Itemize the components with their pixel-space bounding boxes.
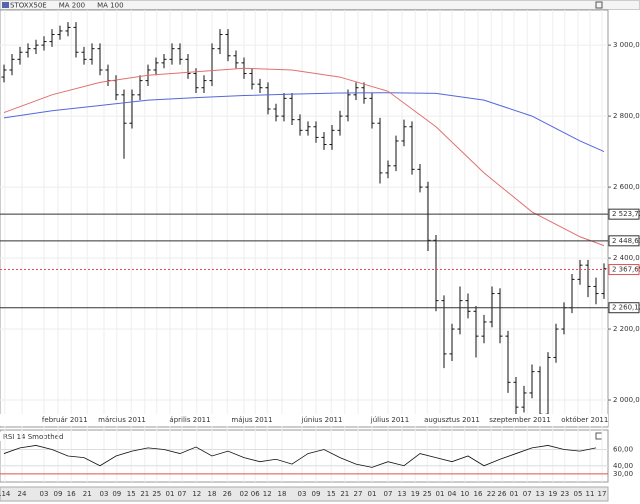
x-tick-label: 01 xyxy=(166,490,175,498)
month-label: május 2011 xyxy=(231,416,272,424)
y-tick-label: 2 800,00 xyxy=(613,112,640,120)
month-label: június 2011 xyxy=(301,416,343,424)
level-label: 2 260,12 xyxy=(612,304,640,312)
x-tick-label: 21 xyxy=(140,490,149,498)
month-label: március 2011 xyxy=(98,416,146,424)
ma-line xyxy=(3,92,605,153)
y-tick-label: 3 000,00 xyxy=(613,41,640,49)
ma-line xyxy=(3,67,605,247)
y-tick-label: 2 600,00 xyxy=(613,183,640,191)
x-tick-label: 22 xyxy=(487,490,496,498)
x-tick-label: 12 xyxy=(192,490,201,498)
x-tick-label: 07 xyxy=(384,490,393,498)
y-tick-label: 2 400,00 xyxy=(613,254,640,262)
x-tick-label: 25 xyxy=(423,490,432,498)
rsi-tick-label: 40,00 xyxy=(613,462,633,470)
rsi-tick-label: 60,00 xyxy=(613,446,633,454)
x-tick-label: 09 xyxy=(312,490,321,498)
x-tick-label: 03 xyxy=(100,490,109,498)
level-label-box xyxy=(608,302,640,314)
x-tick-label: 26 xyxy=(223,490,232,498)
x-tick-label: 15 xyxy=(327,490,336,498)
x-tick-label: 17 xyxy=(598,490,607,498)
month-label: szeptember 2011 xyxy=(489,416,551,424)
x-tick-label: 27 xyxy=(354,490,363,498)
level-label: 2 367,65 xyxy=(612,266,640,274)
x-tick-label: 18 xyxy=(278,490,287,498)
level-label-box xyxy=(608,208,640,220)
x-tick-label: 01 xyxy=(436,490,445,498)
x-tick-label: 07 xyxy=(178,490,187,498)
rsi-tick-label: 30,00 xyxy=(613,470,633,478)
x-tick-label: 18 xyxy=(208,490,217,498)
level-label: 2 448,61 xyxy=(612,237,640,245)
level-label: 2 523,72 xyxy=(612,210,640,218)
x-tick-label: 10 xyxy=(460,490,469,498)
legend-entry: MA 100 xyxy=(97,2,123,10)
x-tick-label: 05 xyxy=(574,490,583,498)
series-icon[interactable] xyxy=(2,2,9,8)
month-label: október 2011 xyxy=(561,416,608,424)
x-tick-label: 16 xyxy=(474,490,483,498)
x-tick-label: .14 xyxy=(0,490,11,498)
x-tick-label: 21 xyxy=(83,490,92,498)
x-tick-label: 06 xyxy=(251,490,260,498)
month-label: április 2011 xyxy=(169,416,210,424)
date-band xyxy=(0,486,609,502)
x-tick-label: 04 xyxy=(448,490,457,498)
legend-entry: MA 200 xyxy=(59,2,85,10)
x-tick-label: 25 xyxy=(152,490,161,498)
rsi-title-box xyxy=(0,432,60,441)
x-tick-label: 15 xyxy=(127,490,136,498)
month-label: február 2011 xyxy=(42,416,88,424)
x-tick-label: 03 xyxy=(40,490,49,498)
rsi-frame xyxy=(0,429,609,483)
x-tick-label: 07 xyxy=(523,490,532,498)
x-tick-label: 09 xyxy=(54,490,63,498)
x-tick-label: 13 xyxy=(536,490,545,498)
x-tick-label: 16 xyxy=(67,490,76,498)
x-tick-label: 02 xyxy=(240,490,249,498)
level-label-box xyxy=(608,235,640,247)
x-tick-label: 24 xyxy=(18,490,27,498)
y-tick-label: 2 200,00 xyxy=(613,325,640,333)
x-tick-label: 21 xyxy=(340,490,349,498)
x-tick-label: 13 xyxy=(398,490,407,498)
legend-entry: STOXX50E xyxy=(10,2,47,10)
rsi-line xyxy=(3,445,597,468)
x-tick-label: 11 xyxy=(586,490,595,498)
x-tick-label: 09 xyxy=(112,490,121,498)
x-tick-label: 01 xyxy=(510,490,519,498)
x-tick-label: 23 xyxy=(560,490,569,498)
month-label: július 2011 xyxy=(370,416,409,424)
x-tick-label: 03 xyxy=(298,490,307,498)
x-tick-label: 19 xyxy=(411,490,420,498)
rsi-title: RSI 14 Smoothed xyxy=(3,433,64,441)
level-label-box xyxy=(608,264,640,276)
window-button[interactable] xyxy=(595,1,603,9)
month-label: augusztus 2011 xyxy=(424,416,480,424)
plot-frame xyxy=(0,9,609,428)
month-band xyxy=(0,414,608,426)
x-tick-label: 19 xyxy=(548,490,557,498)
y-tick-label: 2 000,00 xyxy=(613,396,640,404)
x-tick-label: 12 xyxy=(263,490,272,498)
x-tick-label: 01 xyxy=(368,490,377,498)
x-tick-label: 26 xyxy=(498,490,507,498)
